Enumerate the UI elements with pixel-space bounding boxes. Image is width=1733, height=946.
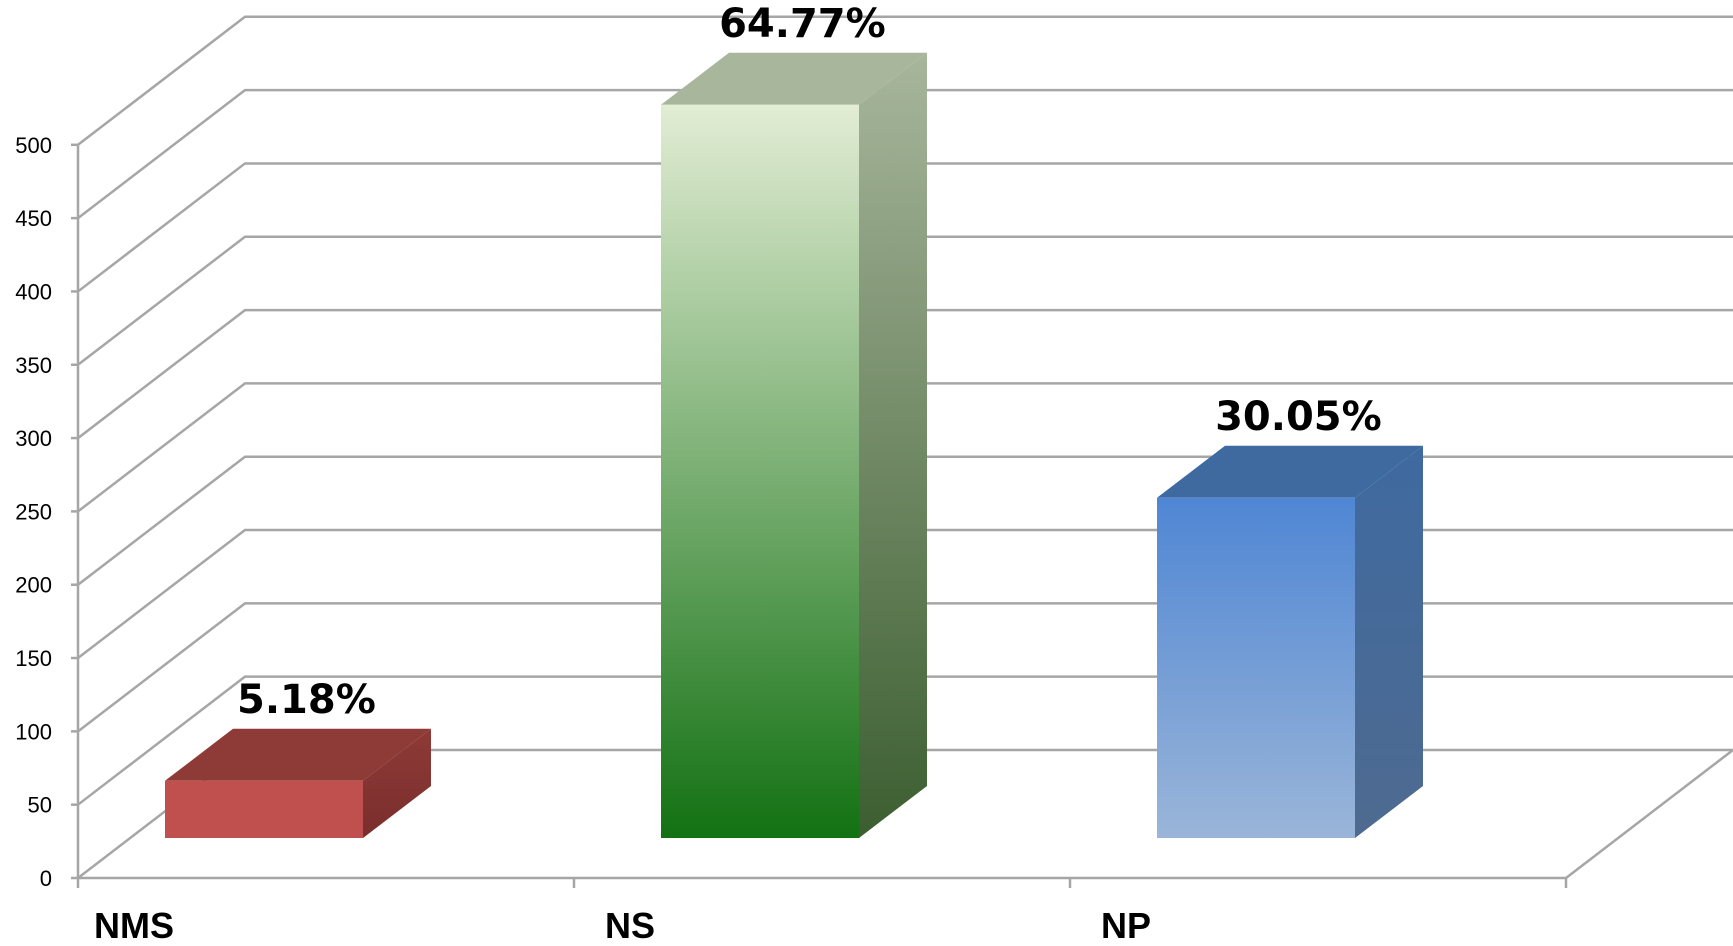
bar-nms [165, 728, 431, 838]
gridline [77, 308, 1733, 440]
y-tick-label: 400 [15, 279, 52, 304]
y-tick-label: 450 [15, 206, 52, 231]
bar-side [363, 728, 431, 838]
y-tick-label: 300 [15, 426, 52, 451]
bar-top [1157, 445, 1423, 498]
bar-front [1157, 497, 1355, 838]
axes [71, 143, 1733, 888]
y-tick-label: 150 [15, 646, 52, 671]
y-tick-label: 200 [15, 573, 52, 598]
bar-front [661, 104, 859, 839]
bar-front [165, 780, 363, 838]
gridline [77, 162, 1733, 293]
bars [165, 52, 1423, 839]
gridline [77, 235, 1733, 366]
y-tick-label: 0 [40, 866, 52, 891]
bar-ns [661, 52, 927, 839]
y-tick-label: 500 [15, 133, 52, 158]
gridlines [77, 15, 1733, 879]
data-label: 30.05% [1215, 394, 1382, 440]
bar-top [165, 728, 431, 781]
gridline [77, 15, 1733, 146]
data-label: 64.77% [719, 1, 886, 47]
data-label: 5.18% [237, 677, 376, 723]
bar-side [1355, 445, 1423, 838]
x-tick-label: NMS [94, 905, 174, 946]
x-tick-label: NP [1101, 905, 1151, 946]
floor-edge [1565, 749, 1733, 879]
x-tick-label: NS [605, 905, 655, 946]
bar-top [661, 52, 927, 105]
y-tick-label: 50 [28, 793, 52, 818]
labels: 0 50 100 150 200 250 300 350 400 450 500 5.18% NMS 64… [15, 1, 1381, 946]
gridline [77, 382, 1733, 513]
bar-side [859, 52, 927, 839]
y-tick-label: 250 [15, 499, 52, 524]
y-tick-label: 100 [15, 719, 52, 744]
y-tick-label: 350 [15, 353, 52, 378]
bar-np [1157, 445, 1423, 838]
gridline [77, 88, 1733, 220]
